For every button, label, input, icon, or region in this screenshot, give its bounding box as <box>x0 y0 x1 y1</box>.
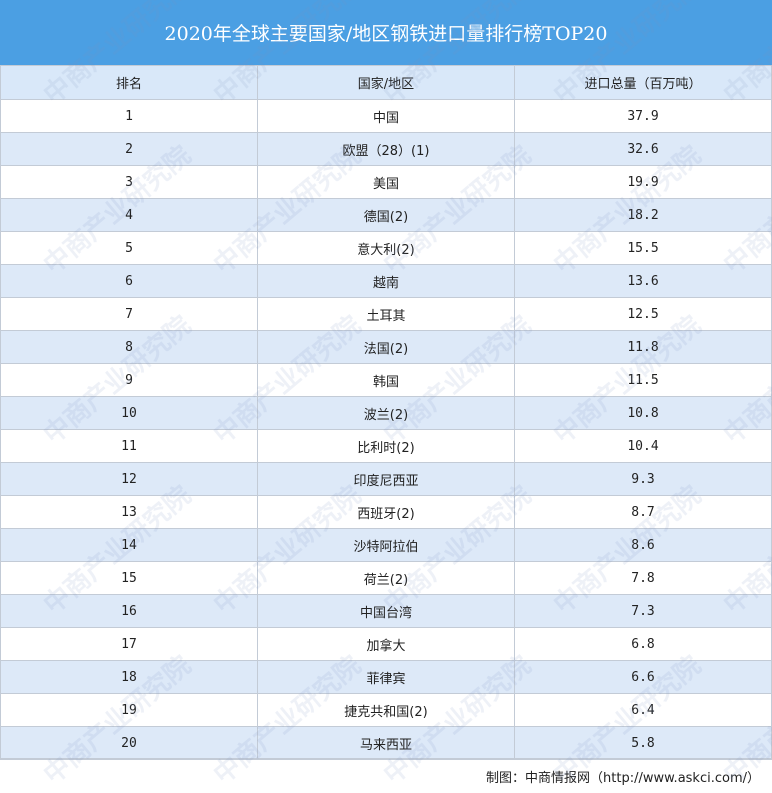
import-volume-cell: 5.8 <box>514 726 772 760</box>
rank-cell: 18 <box>0 660 258 694</box>
table-row: 10 波兰(2) 10.8 <box>0 396 772 430</box>
source-text: 制图：中商情报网（http://www.askci.com/） <box>486 770 760 786</box>
rank-cell: 1 <box>0 99 258 133</box>
ranking-table: 排名 国家/地区 进口总量（百万吨） 1 中国 37.9 2 欧盟（28）(1) 32.6… <box>0 65 772 760</box>
country-cell: 比利时(2) <box>257 429 515 463</box>
country-cell: 越南 <box>257 264 515 298</box>
table-row: 9 韩国 11.5 <box>0 363 772 397</box>
table-row: 15 荷兰(2) 7.8 <box>0 561 772 595</box>
country-cell: 韩国 <box>257 363 515 397</box>
country-cell: 捷克共和国(2) <box>257 693 515 727</box>
rank-cell: 8 <box>0 330 258 364</box>
table-row: 5 意大利(2) 15.5 <box>0 231 772 265</box>
table-header-row: 排名 国家/地区 进口总量（百万吨） <box>0 65 772 100</box>
rank-cell: 9 <box>0 363 258 397</box>
import-volume-cell: 10.4 <box>514 429 772 463</box>
country-cell: 波兰(2) <box>257 396 515 430</box>
country-cell: 荷兰(2) <box>257 561 515 595</box>
rank-cell: 3 <box>0 165 258 199</box>
import-volume-cell: 7.8 <box>514 561 772 595</box>
country-cell: 加拿大 <box>257 627 515 661</box>
table-row: 3 美国 19.9 <box>0 165 772 199</box>
import-volume-cell: 19.9 <box>514 165 772 199</box>
table-row: 7 土耳其 12.5 <box>0 297 772 331</box>
rank-cell: 12 <box>0 462 258 496</box>
country-cell: 美国 <box>257 165 515 199</box>
import-volume-cell: 12.5 <box>514 297 772 331</box>
table-row: 1 中国 37.9 <box>0 99 772 133</box>
country-cell: 中国台湾 <box>257 594 515 628</box>
country-cell: 菲律宾 <box>257 660 515 694</box>
rank-cell: 2 <box>0 132 258 166</box>
table-row: 20 马来西亚 5.8 <box>0 726 772 760</box>
import-volume-cell: 10.8 <box>514 396 772 430</box>
import-volume-cell: 9.3 <box>514 462 772 496</box>
rank-cell: 17 <box>0 627 258 661</box>
import-volume-cell: 15.5 <box>514 231 772 265</box>
table-row: 14 沙特阿拉伯 8.6 <box>0 528 772 562</box>
import-volume-cell: 18.2 <box>514 198 772 232</box>
table-row: 2 欧盟（28）(1) 32.6 <box>0 132 772 166</box>
rank-cell: 20 <box>0 726 258 760</box>
table-row: 12 印度尼西亚 9.3 <box>0 462 772 496</box>
country-cell: 土耳其 <box>257 297 515 331</box>
rank-cell: 14 <box>0 528 258 562</box>
import-volume-cell: 37.9 <box>514 99 772 133</box>
import-volume-cell: 6.6 <box>514 660 772 694</box>
rank-cell: 10 <box>0 396 258 430</box>
rank-cell: 19 <box>0 693 258 727</box>
table-row: 17 加拿大 6.8 <box>0 627 772 661</box>
header-rank: 排名 <box>0 65 258 100</box>
country-cell: 沙特阿拉伯 <box>257 528 515 562</box>
rank-cell: 4 <box>0 198 258 232</box>
header-country: 国家/地区 <box>257 65 515 100</box>
country-cell: 欧盟（28）(1) <box>257 132 515 166</box>
table-row: 11 比利时(2) 10.4 <box>0 429 772 463</box>
country-cell: 德国(2) <box>257 198 515 232</box>
import-volume-cell: 8.6 <box>514 528 772 562</box>
import-volume-cell: 6.4 <box>514 693 772 727</box>
import-volume-cell: 7.3 <box>514 594 772 628</box>
country-cell: 西班牙(2) <box>257 495 515 529</box>
source-footer: 制图：中商情报网（http://www.askci.com/） <box>0 758 772 793</box>
header-import-volume: 进口总量（百万吨） <box>514 65 772 100</box>
country-cell: 中国 <box>257 99 515 133</box>
rank-cell: 11 <box>0 429 258 463</box>
rank-cell: 16 <box>0 594 258 628</box>
page-title: 2020年全球主要国家/地区钢铁进口量排行榜TOP20 <box>0 0 772 65</box>
table-row: 13 西班牙(2) 8.7 <box>0 495 772 529</box>
import-volume-cell: 32.6 <box>514 132 772 166</box>
country-cell: 法国(2) <box>257 330 515 364</box>
rank-cell: 6 <box>0 264 258 298</box>
table-row: 18 菲律宾 6.6 <box>0 660 772 694</box>
table-row: 16 中国台湾 7.3 <box>0 594 772 628</box>
rank-cell: 5 <box>0 231 258 265</box>
country-cell: 印度尼西亚 <box>257 462 515 496</box>
rank-cell: 13 <box>0 495 258 529</box>
country-cell: 马来西亚 <box>257 726 515 760</box>
rank-cell: 15 <box>0 561 258 595</box>
import-volume-cell: 6.8 <box>514 627 772 661</box>
import-volume-cell: 11.8 <box>514 330 772 364</box>
import-volume-cell: 13.6 <box>514 264 772 298</box>
table-row: 19 捷克共和国(2) 6.4 <box>0 693 772 727</box>
country-cell: 意大利(2) <box>257 231 515 265</box>
table-row: 6 越南 13.6 <box>0 264 772 298</box>
table-row: 8 法国(2) 11.8 <box>0 330 772 364</box>
import-volume-cell: 11.5 <box>514 363 772 397</box>
import-volume-cell: 8.7 <box>514 495 772 529</box>
table-row: 4 德国(2) 18.2 <box>0 198 772 232</box>
rank-cell: 7 <box>0 297 258 331</box>
